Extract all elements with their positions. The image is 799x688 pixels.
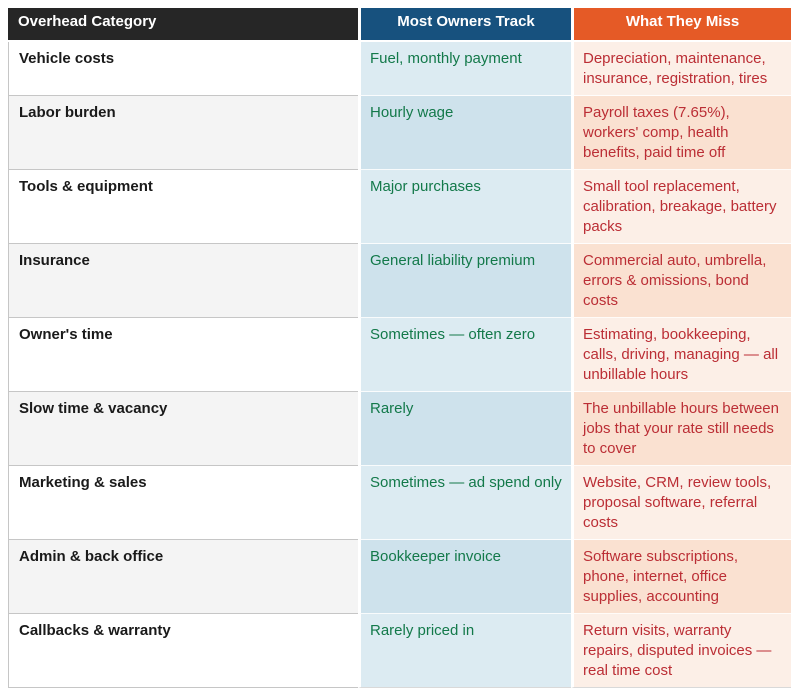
header-row: Overhead Category Most Owners Track What… bbox=[8, 8, 791, 42]
tracked-cell: Major purchases bbox=[358, 170, 571, 244]
missed-cell: Estimating, bookkeeping, calls, driving,… bbox=[571, 318, 791, 392]
table-body: Vehicle costs Fuel, monthly payment Depr… bbox=[8, 42, 791, 688]
missed-cell: Payroll taxes (7.65%), workers' comp, he… bbox=[571, 96, 791, 170]
tracked-cell: Fuel, monthly payment bbox=[358, 42, 571, 96]
tracked-cell: Bookkeeper invoice bbox=[358, 540, 571, 614]
category-cell: Callbacks & warranty bbox=[8, 614, 358, 688]
column-header-most-owners-track: Most Owners Track bbox=[358, 8, 571, 42]
missed-cell: Small tool replacement, calibration, bre… bbox=[571, 170, 791, 244]
tracked-cell: Rarely priced in bbox=[358, 614, 571, 688]
table-row: Owner's time Sometimes — often zero Esti… bbox=[8, 318, 791, 392]
category-cell: Owner's time bbox=[8, 318, 358, 392]
missed-cell: Website, CRM, review tools, proposal sof… bbox=[571, 466, 791, 540]
category-cell: Insurance bbox=[8, 244, 358, 318]
tracked-cell: General liability premium bbox=[358, 244, 571, 318]
missed-cell: Depreciation, maintenance, insurance, re… bbox=[571, 42, 791, 96]
column-header-what-they-miss: What They Miss bbox=[571, 8, 791, 42]
missed-cell: Software subscriptions, phone, internet,… bbox=[571, 540, 791, 614]
missed-cell: Return visits, warranty repairs, dispute… bbox=[571, 614, 791, 688]
table-row: Vehicle costs Fuel, monthly payment Depr… bbox=[8, 42, 791, 96]
table-row: Slow time & vacancy Rarely The unbillabl… bbox=[8, 392, 791, 466]
table-row: Tools & equipment Major purchases Small … bbox=[8, 170, 791, 244]
table-header: Overhead Category Most Owners Track What… bbox=[8, 8, 791, 42]
missed-cell: Commercial auto, umbrella, errors & omis… bbox=[571, 244, 791, 318]
column-header-overhead-category: Overhead Category bbox=[8, 8, 358, 42]
table-row: Callbacks & warranty Rarely priced in Re… bbox=[8, 614, 791, 688]
category-cell: Slow time & vacancy bbox=[8, 392, 358, 466]
category-cell: Vehicle costs bbox=[8, 42, 358, 96]
missed-cell: The unbillable hours between jobs that y… bbox=[571, 392, 791, 466]
tracked-cell: Hourly wage bbox=[358, 96, 571, 170]
tracked-cell: Sometimes — often zero bbox=[358, 318, 571, 392]
overhead-comparison-table: Overhead Category Most Owners Track What… bbox=[8, 8, 791, 688]
category-cell: Marketing & sales bbox=[8, 466, 358, 540]
category-cell: Tools & equipment bbox=[8, 170, 358, 244]
page: Overhead Category Most Owners Track What… bbox=[8, 8, 791, 688]
table-row: Admin & back office Bookkeeper invoice S… bbox=[8, 540, 791, 614]
table-row: Labor burden Hourly wage Payroll taxes (… bbox=[8, 96, 791, 170]
table-row: Insurance General liability premium Comm… bbox=[8, 244, 791, 318]
tracked-cell: Rarely bbox=[358, 392, 571, 466]
category-cell: Admin & back office bbox=[8, 540, 358, 614]
category-cell: Labor burden bbox=[8, 96, 358, 170]
table-row: Marketing & sales Sometimes — ad spend o… bbox=[8, 466, 791, 540]
tracked-cell: Sometimes — ad spend only bbox=[358, 466, 571, 540]
